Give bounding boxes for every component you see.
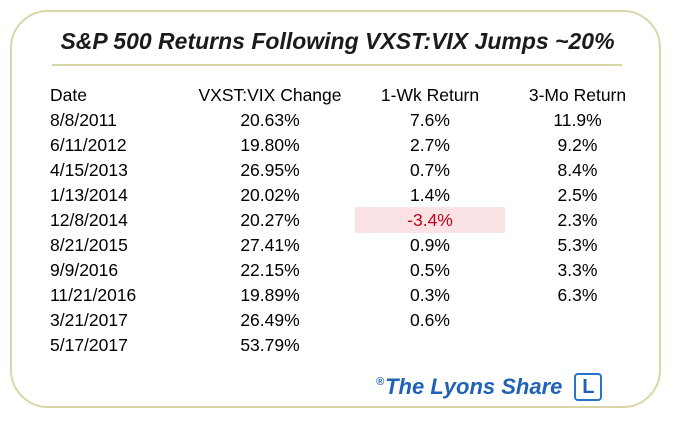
1wk-return-cell: 7.6% — [410, 110, 450, 130]
date-cell: 1/13/2014 — [50, 185, 128, 205]
table-row: 1/13/2014 20.02% 1.4% 2.5% — [0, 182, 675, 208]
table-row: 4/15/2013 26.95% 0.7% 8.4% — [0, 157, 675, 183]
header-row: Date VXST:VIX Change 1-Wk Return 3-Mo Re… — [0, 82, 675, 108]
vix-change-cell: 20.63% — [240, 110, 300, 130]
table-row: 9/9/2016 22.15% 0.5% 3.3% — [0, 257, 675, 283]
3mo-return-cell: 2.5% — [557, 185, 598, 205]
1wk-return-cell — [355, 332, 505, 358]
table-row: 5/17/2017 53.79% — [0, 332, 675, 358]
1wk-return-cell: 0.6% — [410, 310, 450, 330]
1wk-return-cell: 0.3% — [410, 285, 450, 305]
table-row: 6/11/2012 19.80% 2.7% 9.2% — [0, 132, 675, 158]
header-3mo-return: 3-Mo Return — [528, 85, 627, 105]
vix-change-cell: 22.15% — [240, 260, 300, 280]
table-card — [10, 10, 661, 408]
table-row: 12/8/2014 20.27% -3.4% 2.3% — [0, 207, 675, 233]
3mo-return-cell: 8.4% — [557, 160, 598, 180]
vix-change-cell: 53.79% — [240, 335, 300, 355]
1wk-return-cell: 0.9% — [410, 235, 450, 255]
brand-text: The Lyons Share — [385, 374, 563, 399]
1wk-return-cell: 1.4% — [410, 185, 450, 205]
3mo-return-cell: 3.3% — [557, 260, 598, 280]
date-cell: 4/15/2013 — [50, 160, 128, 180]
registered-mark: ® — [376, 376, 385, 388]
date-cell: 12/8/2014 — [50, 210, 128, 230]
table-row: 8/8/2011 20.63% 7.6% 11.9% — [0, 107, 675, 133]
date-cell: 8/8/2011 — [50, 110, 117, 130]
3mo-return-cell: 6.3% — [557, 285, 598, 305]
vix-change-cell: 19.89% — [240, 285, 300, 305]
date-cell: 8/21/2015 — [50, 235, 128, 255]
brand-name: ®The Lyons Share — [376, 374, 562, 400]
header-date: Date — [50, 85, 87, 105]
date-cell: 6/11/2012 — [50, 135, 127, 155]
table-title: S&P 500 Returns Following VXST:VIX Jumps… — [60, 28, 615, 54]
vix-change-cell: 26.95% — [240, 160, 300, 180]
negative-cell-highlight — [355, 207, 505, 233]
1wk-return-cell: 2.7% — [410, 135, 450, 155]
lyons-share-logo-icon: L — [574, 373, 603, 401]
date-cell: 5/17/2017 — [50, 335, 128, 355]
table-row: 3/21/2017 26.49% 0.6% — [0, 307, 675, 333]
vix-change-cell: 20.02% — [240, 185, 300, 205]
table-row: 8/21/2015 27.41% 0.9% 5.3% — [0, 232, 675, 258]
1wk-return-cell: 0.7% — [410, 160, 450, 180]
header-1wk-return: 1-Wk Return — [380, 85, 480, 105]
vix-change-cell: 19.80% — [240, 135, 300, 155]
date-cell: 11/21/2016 — [50, 285, 137, 305]
3mo-return-cell: 9.2% — [557, 135, 598, 155]
3mo-return-cell — [505, 307, 650, 333]
3mo-return-cell: 2.3% — [557, 210, 598, 230]
1wk-return-cell-negative: -3.4% — [407, 210, 453, 230]
header-vix-change: VXST:VIX Change — [198, 85, 342, 105]
3mo-return-cell — [505, 332, 650, 358]
date-cell: 9/9/2016 — [50, 260, 119, 280]
vix-change-cell: 20.27% — [240, 210, 300, 230]
3mo-return-cell: 5.3% — [557, 235, 598, 255]
vix-change-cell: 26.49% — [240, 310, 300, 330]
table-row: 11/21/2016 19.89% 0.3% 6.3% — [0, 282, 675, 308]
title-divider — [52, 64, 622, 66]
3mo-return-cell: 11.9% — [553, 110, 602, 130]
brand-footer: ®The Lyons Share L — [376, 372, 603, 402]
date-cell: 3/21/2017 — [50, 310, 128, 330]
vix-change-cell: 27.41% — [240, 235, 300, 255]
1wk-return-cell: 0.5% — [410, 260, 450, 280]
